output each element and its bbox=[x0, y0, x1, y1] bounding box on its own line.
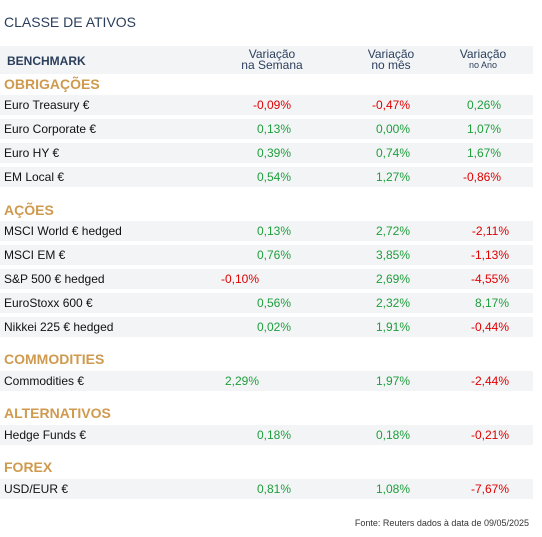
week-value: 0,13% bbox=[256, 122, 291, 136]
row-name: Commodities € bbox=[4, 374, 85, 388]
week-value: 0,81% bbox=[256, 482, 291, 496]
year-value: -7,67% bbox=[470, 482, 509, 496]
table-row: Nikkei 225 € hedged 0,02% 1,91% -0,44% bbox=[0, 317, 533, 337]
week-value: 0,18% bbox=[256, 428, 291, 442]
month-header-line1: Variação bbox=[367, 47, 415, 61]
month-value: 2,72% bbox=[375, 224, 410, 238]
table-row: USD/EUR € 0,81% 1,08% -7,67% bbox=[0, 479, 533, 499]
page-title: CLASSE DE ATIVOS bbox=[4, 14, 137, 30]
row-name: USD/EUR € bbox=[4, 482, 69, 496]
week-value: 0,76% bbox=[256, 248, 291, 262]
month-column-header: Variação no mês bbox=[356, 47, 426, 72]
month-value: 1,27% bbox=[375, 170, 410, 184]
year-value: -0,86% bbox=[462, 170, 501, 184]
week-value: 0,13% bbox=[256, 224, 291, 238]
month-value: 1,08% bbox=[375, 482, 410, 496]
year-value: 1,07% bbox=[466, 122, 501, 136]
row-name: MSCI EM € bbox=[4, 248, 66, 262]
week-value: 0,39% bbox=[256, 146, 291, 160]
row-name: EuroStoxx 600 € bbox=[4, 296, 93, 310]
week-column-header: Variação na Semana bbox=[232, 47, 312, 72]
row-name: EM Local € bbox=[4, 170, 65, 184]
week-value: 0,56% bbox=[256, 296, 291, 310]
month-value: 0,74% bbox=[375, 146, 410, 160]
table-row: S&P 500 € hedged -0,10% 2,69% -4,55% bbox=[0, 269, 533, 289]
row-name: Hedge Funds € bbox=[4, 428, 87, 442]
source-footnote: Fonte: Reuters dados à data de 09/05/202… bbox=[354, 518, 529, 528]
week-value: -0,10% bbox=[220, 272, 259, 286]
week-value: 0,54% bbox=[256, 170, 291, 184]
table-row: Commodities € 2,29% 1,97% -2,44% bbox=[0, 371, 533, 391]
month-value: 3,85% bbox=[375, 248, 410, 262]
section-title-commodities: COMMODITIES bbox=[4, 351, 105, 367]
row-name: S&P 500 € hedged bbox=[4, 272, 105, 286]
row-name: Euro HY € bbox=[4, 146, 60, 160]
table-row: EM Local € 0,54% 1,27% -0,86% bbox=[0, 167, 533, 187]
year-value: -0,21% bbox=[470, 428, 509, 442]
month-header-line2: no mês bbox=[371, 58, 411, 72]
week-value: 0,02% bbox=[256, 320, 291, 334]
row-name: Euro Treasury € bbox=[4, 98, 90, 112]
table-row: MSCI World € hedged 0,13% 2,72% -2,11% bbox=[0, 221, 533, 241]
year-value: -0,44% bbox=[470, 320, 509, 334]
year-value: -2,44% bbox=[470, 374, 509, 388]
year-value: -1,13% bbox=[470, 248, 509, 262]
month-value: 2,69% bbox=[375, 272, 410, 286]
year-column-header: Variação no Ano bbox=[450, 47, 516, 71]
row-name: Nikkei 225 € hedged bbox=[4, 320, 114, 334]
week-header-line2: na Semana bbox=[241, 58, 303, 72]
table-row: EuroStoxx 600 € 0,56% 2,32% 8,17% bbox=[0, 293, 533, 313]
year-value: 0,26% bbox=[466, 98, 501, 112]
section-title-forex: FOREX bbox=[4, 459, 53, 475]
month-value: 2,32% bbox=[375, 296, 410, 310]
row-name: Euro Corporate € bbox=[4, 122, 97, 136]
year-header-line1: Variação bbox=[459, 47, 507, 61]
row-name: MSCI World € hedged bbox=[4, 224, 122, 238]
year-value: -4,55% bbox=[470, 272, 509, 286]
year-header-line2: no Ano bbox=[468, 60, 498, 70]
section-title-acoes: AÇÕES bbox=[4, 202, 54, 218]
month-value: 0,00% bbox=[375, 122, 410, 136]
month-value: 0,18% bbox=[375, 428, 410, 442]
section-title-obrigacoes: OBRIGAÇÕES bbox=[4, 76, 100, 92]
benchmark-header: BENCHMARK bbox=[7, 54, 86, 68]
table-row: Euro Treasury € -0,09% -0,47% 0,26% bbox=[0, 95, 533, 115]
table-row: Euro HY € 0,39% 0,74% 1,67% bbox=[0, 143, 533, 163]
month-value: 1,91% bbox=[375, 320, 410, 334]
table-row: MSCI EM € 0,76% 3,85% -1,13% bbox=[0, 245, 533, 265]
month-value: 1,97% bbox=[375, 374, 410, 388]
year-value: 8,17% bbox=[474, 296, 509, 310]
month-value: -0,47% bbox=[371, 98, 410, 112]
year-value: -2,11% bbox=[471, 224, 509, 238]
year-value: 1,67% bbox=[466, 146, 501, 160]
week-header-line1: Variação bbox=[248, 47, 296, 61]
week-value: 2,29% bbox=[224, 374, 259, 388]
table-row: Euro Corporate € 0,13% 0,00% 1,07% bbox=[0, 119, 533, 139]
table-row: Hedge Funds € 0,18% 0,18% -0,21% bbox=[0, 425, 533, 445]
table-header: BENCHMARK Variação na Semana Variação no… bbox=[0, 46, 533, 74]
section-title-alternativos: ALTERNATIVOS bbox=[4, 405, 111, 421]
week-value: -0,09% bbox=[252, 98, 291, 112]
